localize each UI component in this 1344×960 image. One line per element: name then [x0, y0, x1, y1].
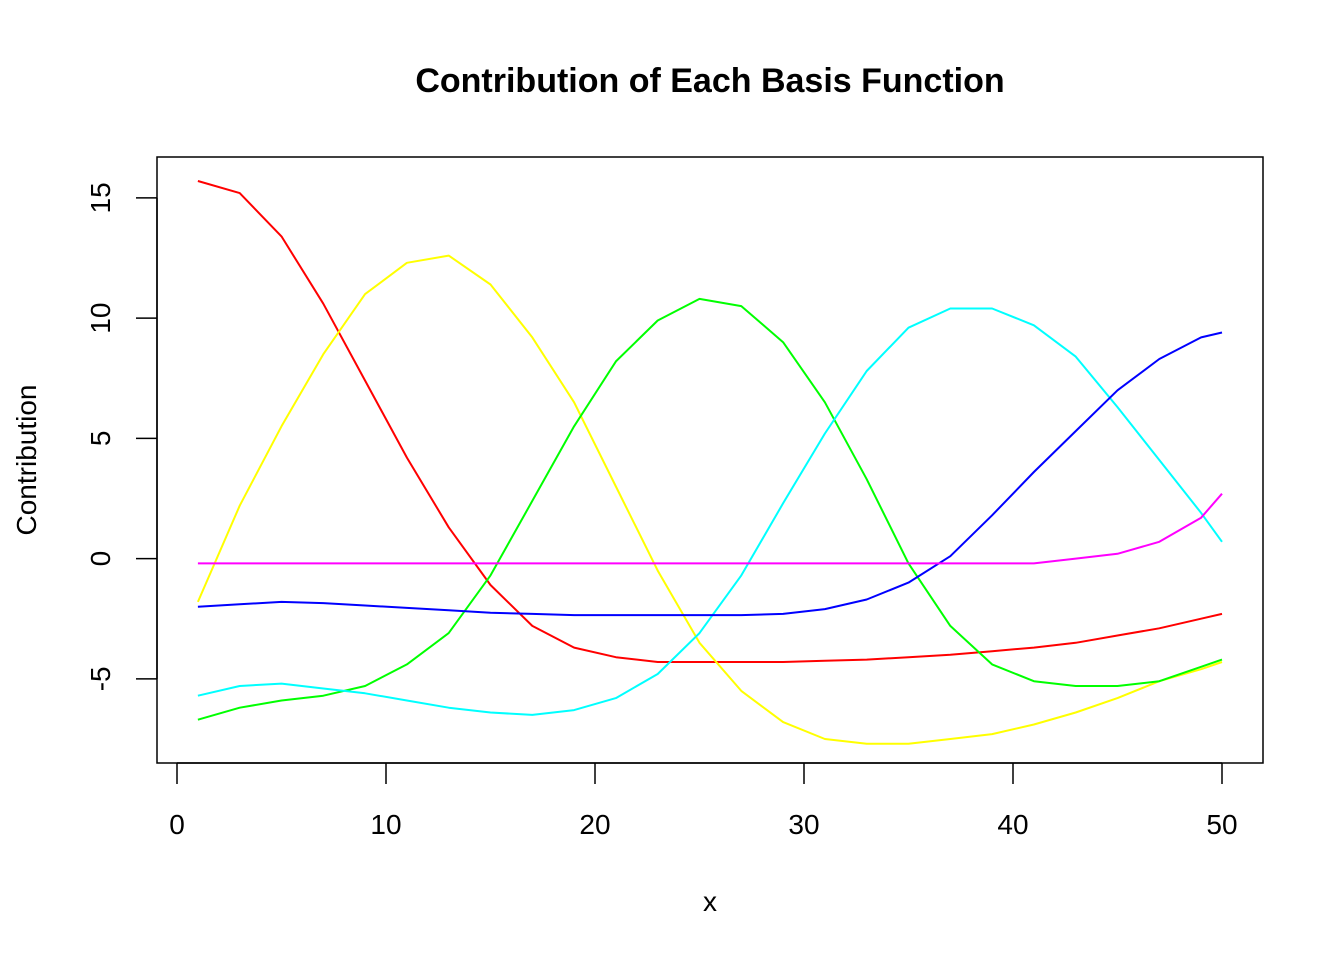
series-line-6: [197, 493, 1223, 565]
x-axis: 0 10 20 30 40 50: [169, 762, 1238, 840]
y-axis: -5 0 5 10 15: [85, 182, 158, 691]
series-line-4: [197, 307, 1223, 716]
y-tick-label: 15: [85, 182, 116, 213]
series-line-1: [197, 180, 1223, 663]
series-line-5: [197, 331, 1223, 617]
x-tick-label: 0: [169, 809, 185, 840]
y-tick-label: 5: [85, 431, 116, 447]
x-tick-label: 10: [370, 809, 401, 840]
x-tick-label: 20: [579, 809, 610, 840]
x-tick-label: 40: [997, 809, 1028, 840]
x-tick-label: 50: [1206, 809, 1237, 840]
plot-frame: [156, 156, 1264, 764]
x-tick-label: 30: [788, 809, 819, 840]
chart-title: Contribution of Each Basis Function: [415, 62, 1004, 100]
y-tick-label: 10: [85, 303, 116, 334]
series-layer: [196, 180, 1223, 745]
y-tick-label: -5: [85, 666, 116, 691]
series-line-2: [196, 254, 1223, 745]
y-axis-label: Contribution: [11, 385, 42, 536]
series-line-3: [197, 297, 1223, 721]
y-tick-label: 0: [85, 551, 116, 567]
x-axis-label: x: [703, 886, 717, 917]
